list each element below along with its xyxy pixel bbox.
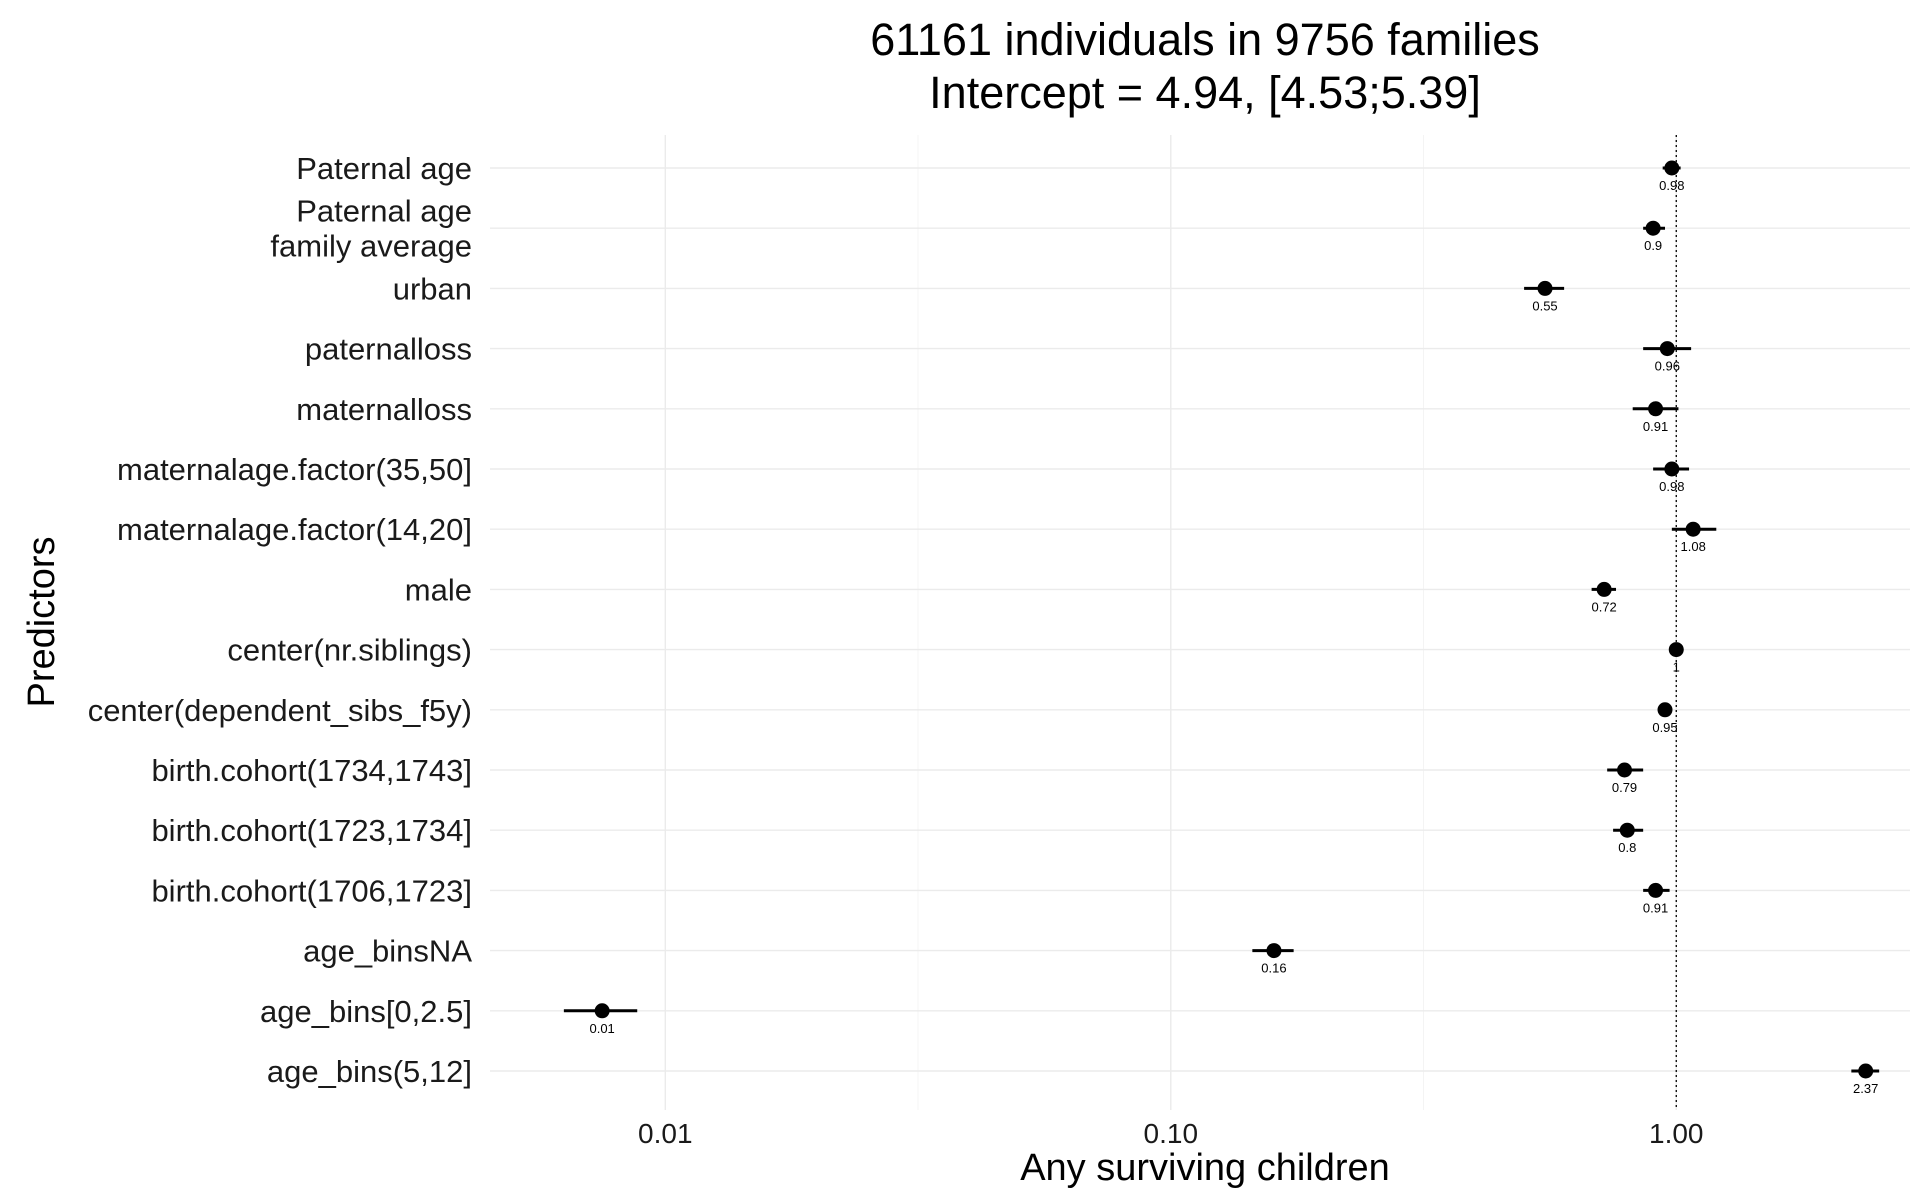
predictor-label: age_bins[0,2.5] <box>260 994 472 1029</box>
predictor-label: male <box>405 572 472 607</box>
predictor-label: maternalage.factor(14,20] <box>117 512 472 547</box>
plot-marks: 0.98 0.9 0.55 0.96 0.91 0.98 1.08 0.72 1 0.95 0.79… <box>563 160 1880 1096</box>
estimate-point <box>1648 882 1664 898</box>
chart-subtitle: Intercept = 4.94, [4.53;5.39] <box>929 67 1481 118</box>
value-label: 2.37 <box>1853 1081 1878 1096</box>
predictor-labels: Paternal age Paternal age family average ur… <box>88 151 473 1089</box>
estimate-point <box>1685 521 1701 537</box>
estimate-point <box>1266 943 1282 959</box>
value-label: 0.79 <box>1612 780 1637 795</box>
value-label: 0.72 <box>1591 599 1616 614</box>
value-label: 0.16 <box>1261 961 1286 976</box>
value-label: 0.8 <box>1618 840 1636 855</box>
grid <box>490 135 1910 1110</box>
y-axis-title: Predictors <box>21 536 63 707</box>
predictor-label: Paternal age <box>296 151 472 186</box>
value-label: 0.9 <box>1644 238 1662 253</box>
predictor-label: age_binsNA <box>303 934 472 969</box>
value-label: 0.98 <box>1659 479 1684 494</box>
chart-title: 61161 individuals in 9756 families <box>870 14 1540 65</box>
estimate-point <box>1657 702 1673 718</box>
x-tick-label: 0.10 <box>1144 1118 1199 1149</box>
value-label: 0.95 <box>1652 720 1677 735</box>
estimate-point <box>1596 581 1612 597</box>
estimate-point <box>1659 341 1675 357</box>
x-tick-label: 0.01 <box>638 1118 693 1149</box>
value-label: 1.08 <box>1681 539 1706 554</box>
estimate-point <box>1619 822 1635 838</box>
estimate-point <box>1668 642 1684 658</box>
value-label: 0.91 <box>1643 419 1668 434</box>
estimate-point <box>1648 401 1664 417</box>
predictor-label: maternalloss <box>296 392 472 427</box>
estimate-point <box>1645 220 1661 236</box>
estimate-point <box>1858 1063 1874 1079</box>
x-axis-ticks: 0.01 0.10 1.00 <box>638 1118 1703 1149</box>
estimate-point <box>594 1003 610 1019</box>
value-label: 0.55 <box>1532 298 1557 313</box>
estimate-point <box>1664 160 1680 176</box>
predictor-label: paternalloss <box>305 332 472 367</box>
value-label: 0.98 <box>1659 178 1684 193</box>
predictor-label: birth.cohort(1734,1743] <box>151 753 472 788</box>
x-axis-title: Any surviving children <box>1020 1147 1390 1189</box>
estimate-point <box>1664 461 1680 477</box>
value-label: 0.91 <box>1643 900 1668 915</box>
predictor-label: center(nr.siblings) <box>227 633 472 668</box>
estimate-point <box>1617 762 1633 778</box>
predictor-label: birth.cohort(1706,1723] <box>151 873 472 908</box>
predictor-label: birth.cohort(1723,1734] <box>151 813 472 848</box>
x-tick-label: 1.00 <box>1649 1118 1704 1149</box>
estimate-point <box>1537 280 1553 296</box>
value-label: 0.01 <box>589 1021 614 1036</box>
value-label: 1 <box>1673 660 1680 675</box>
predictor-label: center(dependent_sibs_f5y) <box>88 693 472 728</box>
predictor-label: age_bins(5,12] <box>267 1054 472 1089</box>
predictor-label: maternalage.factor(35,50] <box>117 452 472 487</box>
value-label: 0.96 <box>1655 359 1680 374</box>
predictor-label: Paternal age family average <box>270 194 472 264</box>
predictor-label: urban <box>393 271 472 306</box>
